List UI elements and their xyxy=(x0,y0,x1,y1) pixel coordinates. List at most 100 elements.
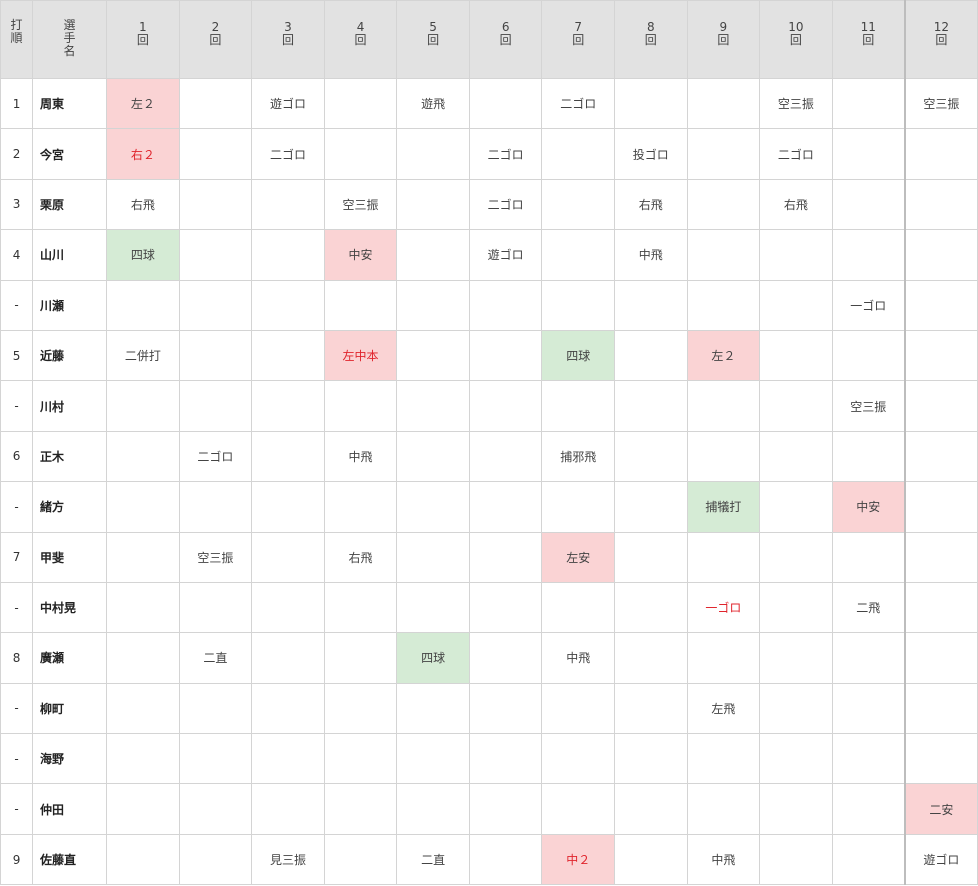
table-row: - 海野 xyxy=(0,733,978,785)
at-bat-result-cell xyxy=(831,329,906,382)
player-name-cell: 廣瀬 xyxy=(32,632,108,684)
at-bat-result-cell: 一ゴロ xyxy=(831,279,906,331)
at-bat-result-cell xyxy=(759,329,833,382)
player-name-cell: 柳町 xyxy=(32,682,108,735)
at-bat-result-cell xyxy=(541,481,616,533)
table-row: 4 山川 四球 中安 遊ゴロ 中飛 xyxy=(0,229,978,281)
at-bat-result-cell xyxy=(323,481,398,533)
at-bat-result-cell xyxy=(686,178,761,231)
at-bat-result-cell: 空三振 xyxy=(759,77,833,130)
at-bat-result-cell xyxy=(178,77,253,130)
at-bat-result-cell xyxy=(903,178,978,231)
at-bat-result-cell xyxy=(323,733,398,785)
at-bat-result-cell xyxy=(323,632,398,684)
table-row: 1 周東 左２ 遊ゴロ 遊飛 二ゴロ 空三振 空三振 xyxy=(0,77,978,130)
at-bat-result-cell xyxy=(903,380,978,432)
batting-order-cell: 4 xyxy=(0,229,34,281)
batting-order-cell: 7 xyxy=(0,531,34,583)
at-bat-result-cell xyxy=(323,833,398,886)
at-bat-result-cell xyxy=(831,178,906,231)
inning-header-label: 10 回 xyxy=(788,20,804,47)
at-bat-result-cell xyxy=(903,329,978,382)
at-bat-result-cell xyxy=(251,632,325,684)
at-bat-result-cell xyxy=(396,380,470,432)
player-name-cell: 正木 xyxy=(32,430,108,483)
table-row: 6 正木 二ゴロ 中飛 捕邪飛 xyxy=(0,430,978,483)
inning-header-9: 9 回 xyxy=(686,0,761,79)
at-bat-result-cell: 中２ xyxy=(541,833,616,886)
at-bat-result-cell: 二ゴロ xyxy=(251,128,325,180)
table-row: 3 栗原 右飛 空三振 二ゴロ 右飛 右飛 xyxy=(0,178,978,231)
at-bat-result-cell xyxy=(541,733,616,785)
at-bat-result-cell xyxy=(614,430,688,483)
at-bat-result-cell xyxy=(251,581,325,634)
at-bat-result-cell xyxy=(251,481,325,533)
at-bat-result-cell xyxy=(106,632,180,684)
table-row: 8 廣瀬 二直 四球 中飛 xyxy=(0,632,978,684)
batting-order-cell: - xyxy=(0,783,34,835)
player-name-cell: 佐藤直 xyxy=(32,833,108,886)
at-bat-result-cell xyxy=(831,229,906,281)
at-bat-result-cell xyxy=(614,531,688,583)
at-bat-result-cell xyxy=(759,783,833,835)
at-bat-result-cell: 空三振 xyxy=(831,380,906,432)
at-bat-result-cell xyxy=(251,733,325,785)
at-bat-result-cell xyxy=(323,380,398,432)
at-bat-result-cell: 左安 xyxy=(541,531,616,583)
at-bat-result-cell: 中飛 xyxy=(614,229,688,281)
batting-order-cell: - xyxy=(0,682,34,735)
inning-header-label: 2 回 xyxy=(209,20,222,47)
table-row: - 仲田 二安 xyxy=(0,783,978,835)
at-bat-result-cell xyxy=(468,682,543,735)
player-name-cell: 甲斐 xyxy=(32,531,108,583)
at-bat-result-cell xyxy=(323,77,398,130)
at-bat-result-cell xyxy=(468,329,543,382)
at-bat-result-cell xyxy=(759,279,833,331)
at-bat-result-cell: 中飛 xyxy=(686,833,761,886)
at-bat-result-cell xyxy=(178,581,253,634)
at-bat-result-cell xyxy=(686,279,761,331)
at-bat-result-cell xyxy=(468,581,543,634)
at-bat-result-cell xyxy=(106,531,180,583)
at-bat-result-cell: 遊ゴロ xyxy=(903,833,978,886)
inning-header-2: 2 回 xyxy=(178,0,253,79)
batting-order-header: 打 順 xyxy=(0,0,34,79)
at-bat-result-cell: 空三振 xyxy=(903,77,978,130)
inning-header-label: 7 回 xyxy=(572,20,585,47)
at-bat-result-cell xyxy=(106,783,180,835)
at-bat-result-cell xyxy=(396,279,470,331)
player-name-cell: 緒方 xyxy=(32,481,108,533)
at-bat-result-cell: 二ゴロ xyxy=(759,128,833,180)
at-bat-result-cell xyxy=(686,632,761,684)
table-row: 9 佐藤直 見三振 二直 中２ 中飛 遊ゴロ xyxy=(0,833,978,886)
batting-order-cell: 5 xyxy=(0,329,34,382)
at-bat-result-cell: 二ゴロ xyxy=(468,178,543,231)
at-bat-result-cell: 右飛 xyxy=(106,178,180,231)
inning-header-7: 7 回 xyxy=(541,0,616,79)
at-bat-result-cell xyxy=(614,833,688,886)
inning-header-label: 3 回 xyxy=(281,20,294,47)
at-bat-result-cell: 中飛 xyxy=(323,430,398,483)
player-name-cell: 中村晃 xyxy=(32,581,108,634)
table-row: 5 近藤 二併打 左中本 四球 左２ xyxy=(0,329,978,382)
inning-header-10: 10 回 xyxy=(759,0,833,79)
table-body: 1 周東 左２ 遊ゴロ 遊飛 二ゴロ 空三振 空三振 2 今宮 右２ 二ゴロ 二ゴロ 投ゴロ 二ゴロ 3 栗原右… xyxy=(0,77,978,886)
at-bat-result-cell xyxy=(759,632,833,684)
at-bat-result-cell xyxy=(251,783,325,835)
at-bat-result-cell: 二ゴロ xyxy=(468,128,543,180)
at-bat-result-cell xyxy=(468,481,543,533)
at-bat-result-cell xyxy=(614,380,688,432)
table-header: 打 順 選 手 名 1 回 2 回 3 回 4 回 5 回 6 回 7 回 8 回 9 回 10 … xyxy=(0,0,978,79)
at-bat-result-cell: 右飛 xyxy=(614,178,688,231)
at-bat-result-cell xyxy=(903,481,978,533)
player-name-cell: 周東 xyxy=(32,77,108,130)
at-bat-result-cell xyxy=(541,682,616,735)
at-bat-result-cell xyxy=(541,178,616,231)
at-bat-result-cell xyxy=(541,581,616,634)
at-bat-result-cell xyxy=(614,682,688,735)
at-bat-result-cell: 二併打 xyxy=(106,329,180,382)
at-bat-result-cell xyxy=(468,531,543,583)
player-name-cell: 栗原 xyxy=(32,178,108,231)
batting-order-cell: - xyxy=(0,733,34,785)
